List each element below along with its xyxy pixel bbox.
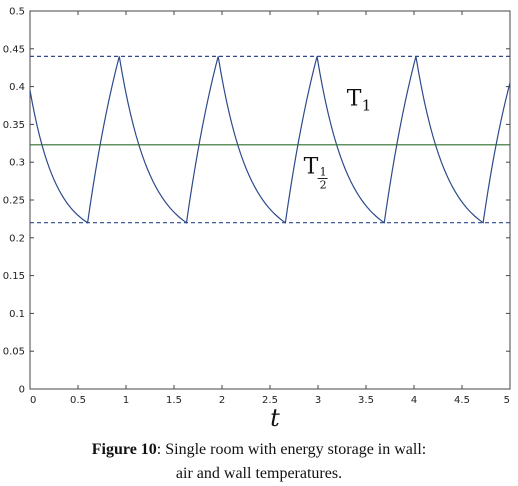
annotation-0-main: T [347,87,362,112]
x-tick-label: 2 [219,395,225,406]
chart: 0 0.05 0.1 0.15 0.2 0.25 0.3 0.35 0.4 0.45 0.5 0 0.5… [3,7,511,432]
y-tick-label: 0.3 [9,158,25,169]
x-axis-label: t [270,404,280,432]
x-tick-label: 4 [411,395,417,406]
y-tick-label: 0.1 [9,309,25,320]
x-tick-label: 2.5 [262,395,278,406]
x-tick-label: 3 [315,395,321,406]
x-tick-label: 5 [504,395,510,406]
y-tick-label: 0.5 [9,7,25,18]
y-tick-label: 0 [19,385,25,396]
plot-series [29,55,511,224]
x-tick-label: 0.5 [70,395,86,406]
y-tick-label: 0.05 [3,347,25,358]
annotation-1-main: T [304,155,319,180]
caption-line-1: : Single room with energy storage in wal… [156,441,427,458]
annotation-1-fraction-num: 1 [320,166,327,179]
x-tick-label: 3.5 [358,395,374,406]
caption-line-2: air and wall temperatures. [175,465,343,482]
x-tick-label: 1.5 [166,395,182,406]
axes: 0 0.05 0.1 0.15 0.2 0.25 0.3 0.35 0.4 0.45 0.5 0 0.5… [3,7,511,432]
annotation-0-subscript: 1 [362,97,372,115]
y-tick-label: 0.4 [9,82,25,93]
annotations: T 1T 12 [304,87,372,192]
x-tick-label: 0 [30,395,36,406]
y-tick-label: 0.2 [9,233,25,244]
caption-figure-label: Figure 10 [91,441,157,458]
plot-frame [29,10,511,390]
figure-caption: Figure 10: Single room with energy stora… [0,438,518,486]
y-tick-label: 0.35 [3,120,25,131]
y-tick-label: 0.25 [3,196,25,207]
x-tick-label: 4.5 [454,395,470,406]
annotation-1-fraction-den: 2 [320,179,327,192]
y-tick-label: 0.15 [3,271,25,282]
series-line-0 [29,56,511,224]
x-tick-label: 1 [123,395,129,406]
y-tick-label: 0.45 [3,44,25,55]
